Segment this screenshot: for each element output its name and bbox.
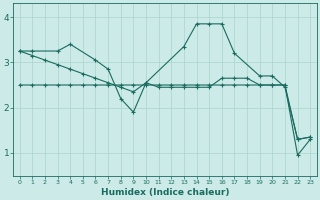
X-axis label: Humidex (Indice chaleur): Humidex (Indice chaleur) xyxy=(101,188,229,197)
